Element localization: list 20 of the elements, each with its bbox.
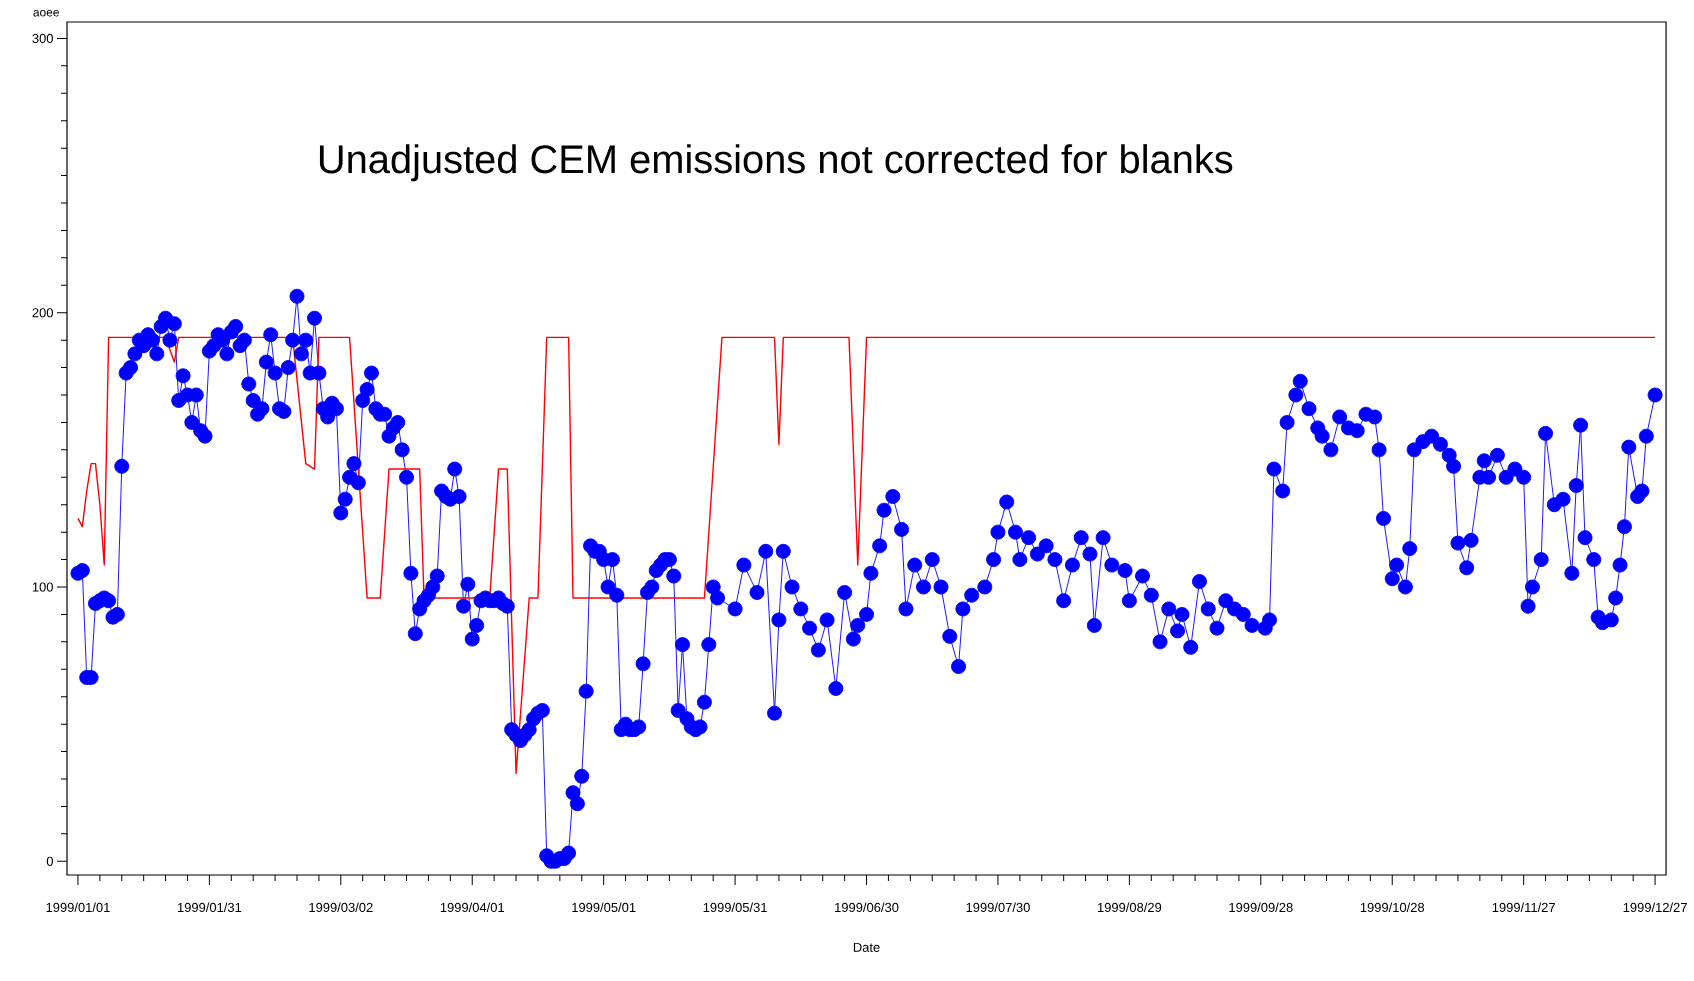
x-tick-label: 1999/05/31 — [703, 902, 767, 913]
x-tick-label: 1999/06/30 — [835, 902, 899, 913]
x-tick-label: 1999/05/01 — [572, 902, 636, 913]
x-tick-label: 1999/10/28 — [1360, 902, 1425, 913]
x-tick-label: 1999/07/30 — [966, 902, 1030, 913]
x-tick-label: 1999/09/28 — [1229, 902, 1293, 913]
x-tick-label: 1999/11/27 — [1492, 902, 1555, 913]
x-tick-label: 1999/01/01 — [46, 902, 110, 913]
x-tick-label: 1999/03/02 — [309, 902, 373, 913]
y-tick-label: 0 — [46, 856, 53, 866]
x-tick-label: 1999/04/01 — [440, 902, 505, 913]
y-tick-label: 300 — [32, 33, 53, 44]
x-tick-label: 1999/01/31 — [177, 902, 242, 913]
y-axis-title: aoee — [33, 9, 59, 17]
x-tick-label: 1999/08/29 — [1097, 902, 1162, 913]
x-axis-title: Date — [853, 942, 880, 952]
annotation: Unadjusted CEM emissions not corrected for blanks — [319, 144, 1233, 182]
y-tick-label: 100 — [32, 582, 53, 592]
y-tick-label: 200 — [32, 308, 53, 318]
x-tick-label: 1999/12/27 — [1623, 902, 1687, 913]
